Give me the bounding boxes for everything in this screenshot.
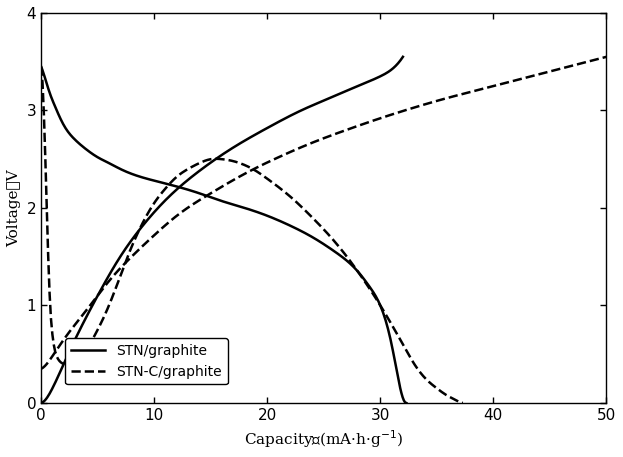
Legend: STN/graphite, STN-C/graphite: STN/graphite, STN-C/graphite	[65, 338, 227, 384]
X-axis label: Capacity／(mA·h·g$^{-1}$): Capacity／(mA·h·g$^{-1}$)	[244, 428, 403, 450]
Y-axis label: Voltage／V: Voltage／V	[7, 169, 21, 247]
